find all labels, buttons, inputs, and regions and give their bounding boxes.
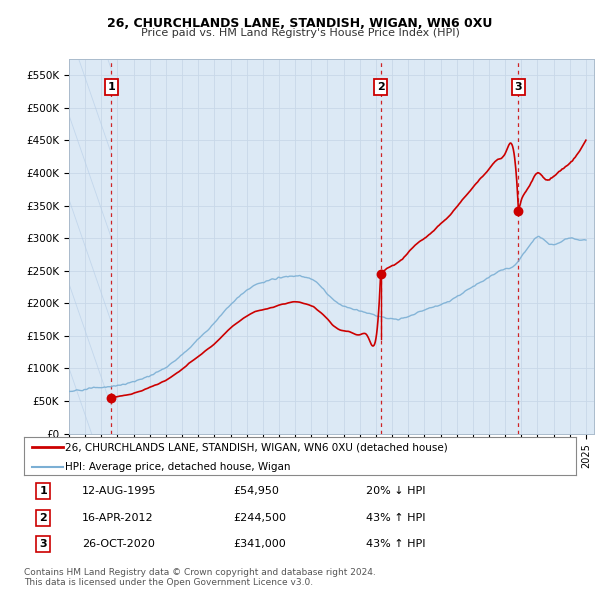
Point: [106, 393, 116, 402]
Text: £244,500: £244,500: [234, 513, 287, 523]
Text: 26-OCT-2020: 26-OCT-2020: [82, 539, 155, 549]
Point: [514, 206, 523, 216]
Text: Price paid vs. HM Land Registry's House Price Index (HPI): Price paid vs. HM Land Registry's House …: [140, 28, 460, 38]
Text: 16-APR-2012: 16-APR-2012: [82, 513, 154, 523]
Text: Contains HM Land Registry data © Crown copyright and database right 2024.
This d: Contains HM Land Registry data © Crown c…: [24, 568, 376, 587]
Text: 43% ↑ HPI: 43% ↑ HPI: [366, 513, 426, 523]
Point: [376, 270, 385, 279]
Text: 1: 1: [40, 486, 47, 496]
Text: 2: 2: [40, 513, 47, 523]
Text: £341,000: £341,000: [234, 539, 287, 549]
Text: 26, CHURCHLANDS LANE, STANDISH, WIGAN, WN6 0XU (detached house): 26, CHURCHLANDS LANE, STANDISH, WIGAN, W…: [65, 442, 448, 453]
Text: 3: 3: [515, 82, 522, 92]
Text: 2: 2: [377, 82, 385, 92]
Text: 1: 1: [107, 82, 115, 92]
Text: HPI: Average price, detached house, Wigan: HPI: Average price, detached house, Wiga…: [65, 461, 291, 471]
Text: 43% ↑ HPI: 43% ↑ HPI: [366, 539, 426, 549]
Text: £54,950: £54,950: [234, 486, 280, 496]
Text: 12-AUG-1995: 12-AUG-1995: [82, 486, 157, 496]
Text: 20% ↓ HPI: 20% ↓ HPI: [366, 486, 426, 496]
Text: 26, CHURCHLANDS LANE, STANDISH, WIGAN, WN6 0XU: 26, CHURCHLANDS LANE, STANDISH, WIGAN, W…: [107, 17, 493, 30]
Text: 3: 3: [40, 539, 47, 549]
